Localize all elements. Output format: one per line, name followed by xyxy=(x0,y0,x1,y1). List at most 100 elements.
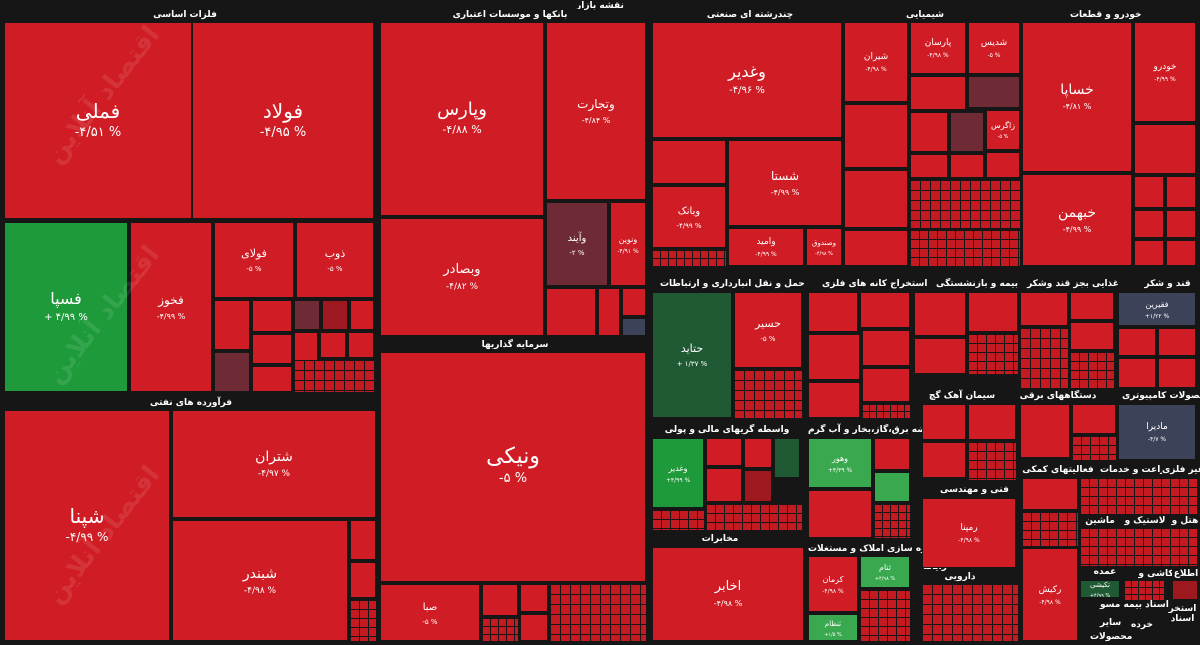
stock-tile-setran[interactable] xyxy=(922,404,966,440)
stock-tile-harmez[interactable] xyxy=(322,300,348,330)
stock-tile-tenam[interactable]: ثنام +۴/۹۸ % xyxy=(860,556,910,588)
stock-tile-khparse[interactable] xyxy=(1134,124,1196,174)
small-stocks-cluster[interactable] xyxy=(350,600,376,641)
stock-tile-shalab[interactable] xyxy=(910,112,948,152)
stock-tile-small[interactable] xyxy=(1166,210,1196,238)
stock-tile-vtoka[interactable] xyxy=(252,300,292,332)
stock-tile-shiran[interactable]: شیران -۴/۹۸ % xyxy=(844,22,908,102)
stock-tile-hesir[interactable]: حسیر -۵ % xyxy=(734,292,802,368)
small-stocks-cluster[interactable] xyxy=(968,334,1018,374)
stock-tile-fars[interactable] xyxy=(844,170,908,228)
stock-tile-vtoosm[interactable] xyxy=(520,584,548,612)
stock-tile-kave[interactable] xyxy=(252,366,292,392)
small-stocks-cluster[interactable] xyxy=(734,370,802,418)
stock-tile-small[interactable] xyxy=(348,332,374,358)
stock-tile-fsazan[interactable] xyxy=(214,300,250,350)
small-stocks-cluster[interactable] xyxy=(706,504,802,530)
stock-tile-faran[interactable] xyxy=(910,76,966,110)
stock-tile-small[interactable] xyxy=(874,472,910,502)
stock-tile-fmak[interactable] xyxy=(294,300,320,330)
stock-tile-shdis[interactable]: شدیس -۵ % xyxy=(968,22,1020,74)
stock-tile-vtejarat[interactable]: وتجارت -۴/۸۴ % xyxy=(546,22,646,200)
stock-tile-fespa[interactable]: فسپا + ۴/۹۹ % xyxy=(4,222,128,392)
stock-tile-takishi[interactable]: تکیشی +۴/۹۹ % xyxy=(1080,580,1120,598)
stock-tile-btrans[interactable] xyxy=(1020,404,1070,458)
stock-tile-fameli[interactable]: فملی -۴/۵۱ % xyxy=(4,22,192,219)
stock-tile-shebandar[interactable]: شبندر -۴/۹۸ % xyxy=(172,520,348,641)
stock-tile-khtoka[interactable] xyxy=(1134,176,1164,208)
small-stocks-cluster[interactable] xyxy=(1124,580,1164,600)
stock-tile-vsapa[interactable] xyxy=(706,438,742,466)
stock-tile-small[interactable] xyxy=(622,318,646,336)
stock-tile-small[interactable] xyxy=(294,332,318,362)
stock-tile-vairan[interactable] xyxy=(744,438,772,468)
stock-tile-koor[interactable] xyxy=(808,334,860,380)
stock-tile-vbsader[interactable]: وبصادر -۴/۸۲ % xyxy=(380,218,544,336)
stock-tile-khsapa[interactable]: خساپا -۴/۸۱ % xyxy=(1022,22,1132,172)
stock-tile-small[interactable] xyxy=(774,438,800,478)
small-stocks-cluster[interactable] xyxy=(922,584,1018,641)
stock-tile-khbahman[interactable]: خبهمن -۴/۹۹ % xyxy=(1022,174,1132,266)
stock-tile-small[interactable] xyxy=(1158,358,1196,388)
stock-tile-shesali[interactable] xyxy=(950,112,984,152)
stock-tile-small[interactable] xyxy=(622,288,646,316)
stock-tile-vbank[interactable]: وبانک -۴/۹۹ % xyxy=(652,186,726,248)
stock-tile-small[interactable] xyxy=(1166,240,1196,266)
stock-tile-vmahan[interactable] xyxy=(482,584,518,616)
stock-tile-vahor[interactable]: وهور +۴/۳۹ % xyxy=(808,438,872,488)
small-stocks-cluster[interactable] xyxy=(1072,436,1116,460)
stock-tile-vmaadan[interactable] xyxy=(808,292,858,332)
small-stocks-cluster[interactable] xyxy=(482,618,518,641)
stock-tile-small[interactable] xyxy=(1172,580,1198,600)
stock-tile-zob[interactable]: ذوب -۵ % xyxy=(296,222,374,298)
stock-tile-zanjan[interactable] xyxy=(968,76,1020,108)
stock-tile-madira[interactable]: مادیرا -۴/۷ % xyxy=(1118,404,1196,460)
small-stocks-cluster[interactable] xyxy=(294,360,374,392)
small-stocks-cluster[interactable] xyxy=(968,442,1016,480)
stock-tile-bpas[interactable] xyxy=(914,338,966,374)
stock-tile-vsandoogh[interactable]: وصندوق -۴/۹۸ % xyxy=(806,228,842,266)
stock-tile-shepna[interactable]: شپنا -۴/۹۹ % xyxy=(4,410,170,641)
stock-tile-fekhouz[interactable]: فخوز -۴/۹۹ % xyxy=(130,222,212,392)
stock-tile-sita[interactable] xyxy=(922,442,966,478)
stock-tile-fvaka[interactable] xyxy=(214,352,250,392)
small-stocks-cluster[interactable] xyxy=(1080,478,1198,514)
stock-tile-vsanaat[interactable] xyxy=(520,614,548,641)
stock-tile-vanikei[interactable]: ونیکی -۵ % xyxy=(380,352,646,582)
stock-tile-foroui[interactable] xyxy=(252,334,292,364)
stock-tile-vghadir[interactable]: وغدیر -۴/۹۶ % xyxy=(652,22,842,138)
stock-tile-akhaber[interactable]: اخابر -۴/۹۸ % xyxy=(652,547,804,641)
stock-tile-small[interactable] xyxy=(350,300,374,330)
stock-tile-foolad[interactable]: فولاد -۴/۹۵ % xyxy=(192,22,374,219)
stock-tile-vpasar[interactable] xyxy=(546,288,596,336)
stock-tile-khazin[interactable] xyxy=(1134,240,1164,266)
stock-tile-tapiko[interactable] xyxy=(844,230,908,266)
stock-tile-vdei[interactable] xyxy=(968,292,1018,332)
stock-tile-shiraz[interactable] xyxy=(350,520,376,560)
small-stocks-cluster[interactable] xyxy=(874,504,910,538)
stock-tile-vnovin[interactable]: ونوین -۴/۹۱ % xyxy=(610,202,646,286)
stock-tile-kechad[interactable] xyxy=(808,382,860,418)
stock-tile-sebaa[interactable]: صبا -۵ % xyxy=(380,584,480,641)
stock-tile-parsan[interactable]: پارسان -۴/۹۸ % xyxy=(910,22,966,74)
stock-tile-dey[interactable] xyxy=(598,288,620,336)
stock-tile-ghshir2[interactable] xyxy=(1158,328,1196,356)
stock-tile-vamid[interactable]: وامید -۴/۹۹ % xyxy=(728,228,804,266)
stock-tile-vaayand[interactable]: وآیند -۲ % xyxy=(546,202,608,286)
stock-tile-vsakhtan[interactable] xyxy=(706,468,742,502)
stock-tile-boors[interactable] xyxy=(1022,478,1078,510)
stock-tile-shetran[interactable]: شتران -۴/۹۷ % xyxy=(172,410,376,518)
small-stocks-cluster[interactable] xyxy=(1020,328,1068,388)
stock-tile-khcomp[interactable] xyxy=(1166,176,1196,208)
small-stocks-cluster[interactable] xyxy=(1070,352,1114,388)
stock-tile-rakish[interactable]: رکیش -۴/۹۸ % xyxy=(1022,548,1078,641)
small-stocks-cluster[interactable] xyxy=(910,230,1020,266)
stock-tile-shasta[interactable]: شستا -۴/۹۹ % xyxy=(728,140,842,226)
stock-tile-nouri[interactable] xyxy=(950,154,984,178)
stock-tile-ghoupa[interactable] xyxy=(1020,292,1068,326)
small-stocks-cluster[interactable] xyxy=(550,584,646,641)
stock-tile-pars[interactable] xyxy=(986,152,1020,178)
stock-tile-ghjam[interactable] xyxy=(1118,358,1156,388)
small-stocks-cluster[interactable] xyxy=(860,590,910,641)
stock-tile-bjahrom[interactable] xyxy=(874,438,910,470)
